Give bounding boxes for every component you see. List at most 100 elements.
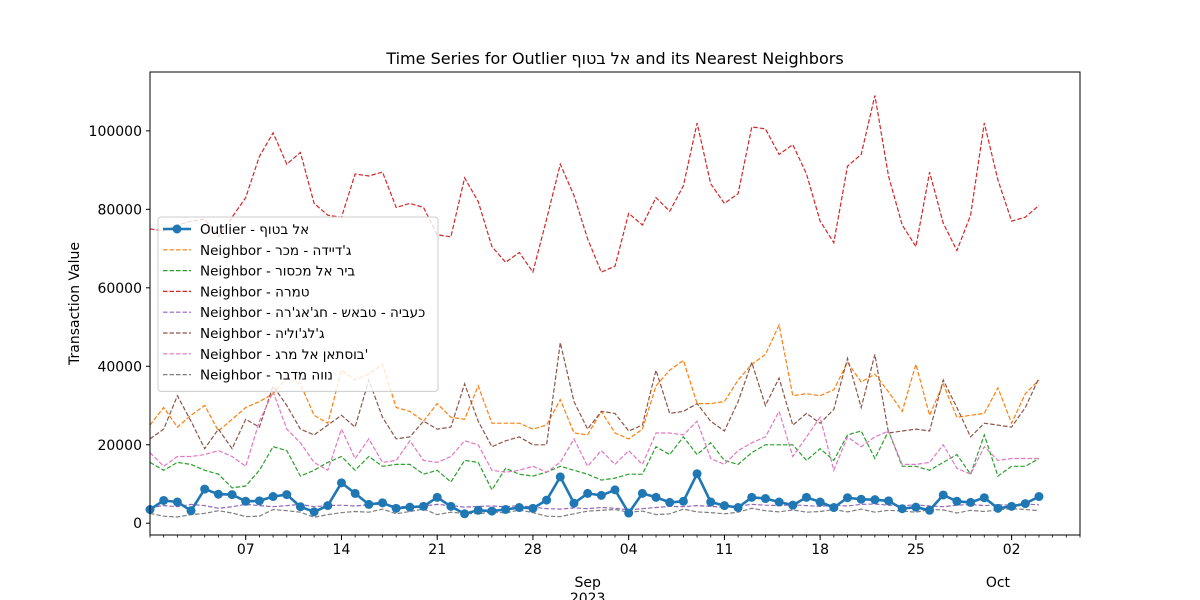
outlier-point: [678, 496, 688, 506]
neighbor-line: [149, 503, 1040, 511]
chart-title: Time Series for Outlier אל בטוף and its …: [385, 49, 843, 68]
outlier-point: [760, 494, 770, 504]
outlier-point: [378, 498, 387, 508]
legend: Outlier - אל בטוף Neighbor - ג'דיידה - מכ…: [157, 216, 439, 392]
outlier-point: [282, 490, 292, 500]
outlier-point: [925, 505, 935, 515]
outlier-point: [815, 497, 825, 507]
outlier-point: [268, 492, 278, 502]
outlier-point: [788, 500, 798, 510]
outlier-point: [350, 488, 360, 498]
outlier-point: [774, 497, 784, 507]
outlier-point: [692, 469, 702, 479]
outlier-point: [993, 503, 1003, 513]
outlier-point: [200, 484, 210, 494]
legend-label: Neighbor - ביר אל מכסור: [200, 264, 355, 280]
outlier-point: [473, 505, 483, 515]
y-tick-label: 80000: [97, 202, 142, 218]
outlier-point: [856, 494, 866, 504]
outlier-point: [364, 499, 374, 509]
series-7: [149, 507, 1040, 518]
outlier-point: [213, 489, 223, 499]
x-tick-label: 11: [715, 542, 733, 558]
neighbor-line: [149, 342, 1040, 450]
legend-marker: [172, 224, 182, 234]
y-tick-label: 20000: [97, 438, 142, 454]
legend-label: Neighbor - בוסתאן אל מרג': [200, 347, 368, 363]
neighbor-line: [149, 507, 1040, 518]
outlier-point: [295, 502, 305, 512]
outlier-point: [1007, 501, 1017, 511]
series-2: [149, 429, 1040, 492]
neighbor-line: [149, 390, 1039, 475]
outlier-point: [637, 488, 647, 498]
outlier-point: [419, 501, 429, 511]
series-0: [145, 469, 1044, 519]
outlier-point: [911, 502, 921, 512]
neighbor-line: [149, 429, 1040, 492]
outlier-point: [432, 492, 442, 502]
outlier-point: [569, 498, 579, 508]
outlier-point: [391, 503, 401, 513]
outlier-point: [487, 506, 497, 516]
x-tick-label: 07: [237, 542, 255, 558]
legend-label: Outlier - אל בטוף: [200, 222, 309, 238]
outlier-point: [159, 495, 169, 505]
y-tick-label: 100000: [89, 124, 142, 140]
x-tick-label: 14: [333, 542, 351, 558]
outlier-point: [952, 496, 962, 506]
series-3: [149, 95, 1040, 274]
outlier-point: [1034, 492, 1044, 502]
outlier-point: [966, 497, 976, 507]
y-tick-label: 0: [133, 516, 142, 532]
x-month-label: Sep: [574, 575, 601, 591]
outlier-point: [405, 502, 415, 512]
y-tick-label: 60000: [97, 281, 142, 297]
outlier-point: [514, 503, 524, 513]
outlier-point: [624, 508, 634, 518]
legend-label: Neighbor - כעביה - טבאש - חג'אג'רה: [200, 305, 425, 321]
outlier-point: [186, 506, 196, 516]
neighbor-line: [149, 95, 1040, 274]
x-month-label: Oct: [986, 575, 1011, 591]
series-layer: [145, 95, 1044, 519]
series-5: [149, 342, 1040, 450]
outlier-point: [706, 497, 716, 507]
outlier-point: [446, 501, 456, 511]
x-year-label: 2023: [570, 591, 606, 600]
y-tick-label: 40000: [97, 359, 142, 375]
y-axis-label: Transaction Value: [67, 242, 83, 366]
legend-label: Neighbor - נווה מדבר: [200, 368, 333, 384]
outlier-point: [583, 488, 593, 498]
outlier-point: [555, 472, 565, 482]
series-6: [149, 390, 1039, 475]
outlier-point: [938, 490, 948, 500]
outlier-point: [460, 509, 470, 519]
outlier-point: [323, 501, 333, 511]
outlier-point: [733, 503, 743, 513]
outlier-point: [254, 496, 264, 506]
outlier-point: [227, 490, 237, 500]
outlier-point: [528, 503, 538, 513]
x-tick-label: 21: [428, 542, 446, 558]
legend-box: [157, 216, 439, 392]
x-tick-label: 18: [811, 542, 829, 558]
outlier-point: [610, 485, 620, 495]
outlier-point: [596, 490, 606, 500]
outlier-point: [651, 492, 661, 502]
x-tick-label: 28: [524, 542, 542, 558]
x-tick-label: 25: [907, 542, 925, 558]
legend-label: Neighbor - טמרה: [200, 284, 310, 300]
outlier-point: [747, 492, 757, 502]
outlier-point: [897, 504, 907, 514]
outlier-point: [884, 496, 894, 506]
x-tick-label: 02: [1003, 542, 1021, 558]
outlier-point: [1020, 499, 1030, 509]
axis-layer: 0 20000 40000 60000 80000 100000 07 14 21 28 04 11 1…: [89, 124, 1081, 600]
outlier-point: [719, 501, 729, 511]
outlier-point: [979, 493, 989, 503]
outlier-point: [309, 507, 319, 517]
x-tick-label: 04: [620, 542, 638, 558]
outlier-point: [665, 497, 675, 507]
